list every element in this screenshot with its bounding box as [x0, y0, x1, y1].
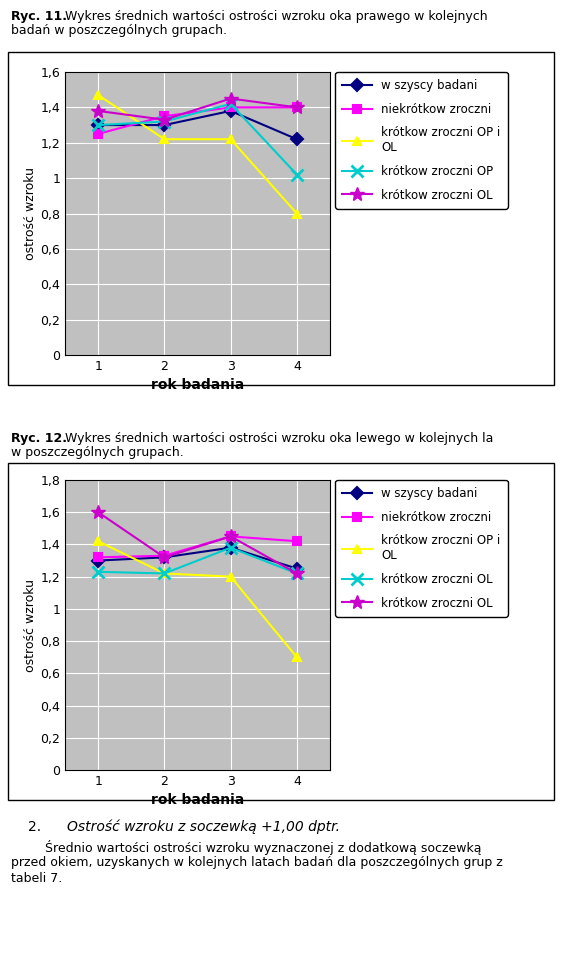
krótkow zroczni OL	[293, 102, 300, 113]
Y-axis label: ostrość wzroku: ostrość wzroku	[24, 578, 37, 671]
Legend: w szyscy badani, niekrótkow zroczni, krótkow zroczni OP i
OL, krótkow zroczni OP: w szyscy badani, niekrótkow zroczni, kró…	[336, 72, 507, 209]
Text: Średnio wartości ostrości wzroku wyznaczonej z dodatkową soczewką: Średnio wartości ostrości wzroku wyznacz…	[45, 840, 482, 855]
Line: krótkow zroczni OP i
OL: krótkow zroczni OP i OL	[94, 91, 301, 218]
w szyscy badani	[95, 555, 102, 567]
Y-axis label: ostrość wzroku: ostrość wzroku	[24, 167, 37, 260]
krótkow zroczni OP i
OL	[227, 133, 234, 145]
w szyscy badani	[227, 105, 234, 117]
krótkow zroczni OL	[293, 568, 300, 579]
Line: w szyscy badani: w szyscy badani	[94, 106, 301, 143]
Line: niekrótkow zroczni: niekrótkow zroczni	[94, 532, 301, 562]
krótkow zroczni OL	[293, 568, 300, 579]
krótkow zroczni OP i
OL	[95, 536, 102, 547]
niekrótkow zroczni	[227, 102, 234, 113]
Line: w szyscy badani: w szyscy badani	[94, 543, 301, 572]
w szyscy badani	[161, 551, 167, 563]
krótkow zroczni OP i
OL	[161, 133, 167, 145]
Text: badań w poszczególnych grupach.: badań w poszczególnych grupach.	[11, 24, 227, 37]
X-axis label: rok badania: rok badania	[151, 793, 244, 807]
w szyscy badani	[95, 119, 102, 131]
Text: Ryc. 11.: Ryc. 11.	[11, 10, 67, 23]
Text: 2.: 2.	[28, 820, 41, 834]
niekrótkow zroczni	[161, 110, 167, 122]
w szyscy badani	[227, 542, 234, 553]
Line: krótkow zroczni OL: krótkow zroczni OL	[91, 506, 304, 580]
Text: przed okiem, uzyskanych w kolejnych latach badań dla poszczególnych grup z: przed okiem, uzyskanych w kolejnych lata…	[11, 856, 503, 869]
Text: Wykres średnich wartości ostrości wzroku oka lewego w kolejnych la: Wykres średnich wartości ostrości wzroku…	[65, 432, 493, 445]
krótkow zroczni OL	[95, 507, 102, 518]
krótkow zroczni OP i
OL	[161, 568, 167, 579]
krótkow zroczni OP i
OL	[95, 89, 102, 101]
Text: Ryc. 12.: Ryc. 12.	[11, 432, 67, 445]
krótkow zroczni OP	[95, 119, 102, 131]
Text: Wykres średnich wartości ostrości wzroku oka prawego w kolejnych: Wykres średnich wartości ostrości wzroku…	[65, 10, 487, 23]
krótkow zroczni OP i
OL	[293, 208, 300, 220]
krótkow zroczni OL	[95, 566, 102, 577]
krótkow zroczni OL	[227, 93, 234, 104]
Line: krótkow zroczni OL: krótkow zroczni OL	[91, 92, 304, 127]
Line: krótkow zroczni OP i
OL: krótkow zroczni OP i OL	[94, 537, 301, 661]
niekrótkow zroczni	[95, 551, 102, 563]
Text: Ostrość wzroku z soczewką +1,00 dptr.: Ostrość wzroku z soczewką +1,00 dptr.	[67, 820, 341, 835]
w szyscy badani	[293, 133, 300, 145]
Legend: w szyscy badani, niekrótkow zroczni, krótkow zroczni OP i
OL, krótkow zroczni OL: w szyscy badani, niekrótkow zroczni, kró…	[336, 480, 507, 617]
Line: krótkow zroczni OP: krótkow zroczni OP	[93, 99, 302, 180]
krótkow zroczni OL	[161, 114, 167, 126]
krótkow zroczni OL	[161, 568, 167, 579]
Text: w poszczególnych grupach.: w poszczególnych grupach.	[11, 446, 184, 459]
niekrótkow zroczni	[293, 536, 300, 547]
krótkow zroczni OP i
OL	[227, 571, 234, 582]
krótkow zroczni OL	[227, 531, 234, 542]
niekrótkow zroczni	[95, 128, 102, 139]
niekrótkow zroczni	[293, 102, 300, 113]
w szyscy badani	[161, 119, 167, 131]
krótkow zroczni OL	[95, 105, 102, 117]
Text: tabeli 7.: tabeli 7.	[11, 872, 62, 885]
Line: niekrótkow zroczni: niekrótkow zroczni	[94, 103, 301, 138]
X-axis label: rok badania: rok badania	[151, 378, 244, 393]
w szyscy badani	[293, 563, 300, 574]
krótkow zroczni OP	[293, 169, 300, 181]
krótkow zroczni OL	[227, 542, 234, 553]
krótkow zroczni OP i
OL	[293, 652, 300, 663]
krótkow zroczni OP	[161, 116, 167, 128]
niekrótkow zroczni	[161, 550, 167, 562]
niekrótkow zroczni	[227, 531, 234, 542]
krótkow zroczni OL	[161, 551, 167, 563]
Line: krótkow zroczni OL: krótkow zroczni OL	[93, 542, 302, 579]
krótkow zroczni OP	[227, 98, 234, 109]
